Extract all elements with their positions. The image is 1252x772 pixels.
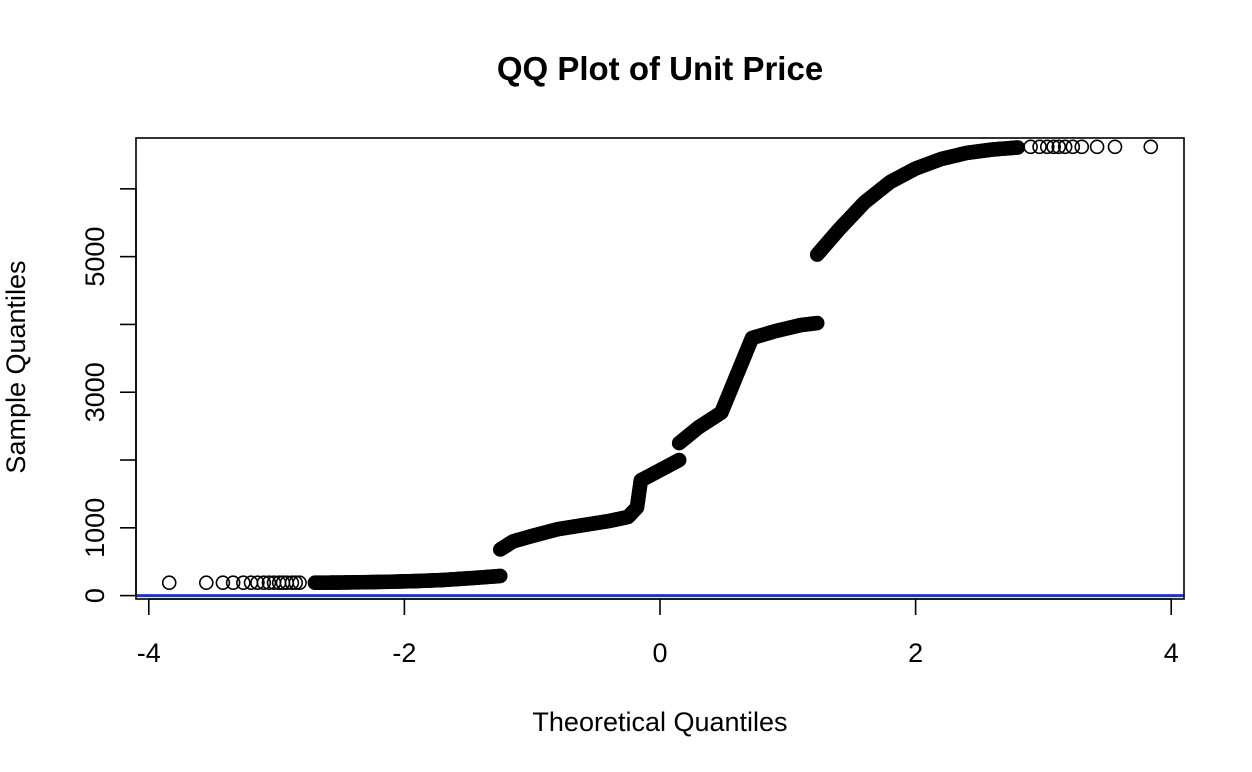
data-point [1074, 139, 1090, 155]
x-tick-label: -2 [392, 638, 416, 668]
x-tick-label: 4 [1164, 638, 1179, 668]
x-tick-label: 2 [908, 638, 923, 668]
data-point [1089, 139, 1105, 155]
data-point [215, 575, 231, 591]
data-point [1143, 139, 1159, 155]
x-axis-title: Theoretical Quantiles [532, 707, 787, 737]
data-point [1057, 139, 1073, 155]
x-axis: -4 -2 0 2 4 [137, 598, 1179, 668]
data-point [1051, 139, 1067, 155]
y-axis-title: Sample Quantiles [1, 260, 31, 473]
data-point [225, 575, 241, 591]
y-tick-label: 1000 [80, 498, 110, 558]
y-tick-label: 0 [80, 588, 110, 603]
data-point [284, 575, 300, 591]
plot-frame [135, 137, 1185, 600]
data-point [808, 315, 824, 331]
x-tick-label: -4 [137, 638, 161, 668]
data-point [1065, 139, 1081, 155]
data-point [236, 575, 251, 591]
data-point [1023, 139, 1038, 155]
data-point [670, 453, 686, 469]
data-point [161, 575, 177, 591]
data-point [288, 575, 304, 591]
data-point [261, 575, 277, 591]
points-layer [161, 139, 1159, 591]
data-point [1046, 139, 1061, 155]
data-point [1032, 139, 1047, 155]
y-tick-label: 5000 [80, 227, 110, 287]
data-point [292, 575, 307, 591]
x-tick-label: 0 [652, 638, 667, 668]
data-point [198, 575, 214, 591]
y-tick-label: 3000 [80, 362, 110, 422]
chart-title: QQ Plot of Unit Price [497, 50, 823, 87]
data-point [250, 575, 265, 591]
y-axis: 0 1000 3000 5000 [80, 188, 137, 603]
data-point [1009, 140, 1024, 155]
data-point [851, 201, 866, 217]
data-point [1107, 139, 1123, 155]
data-point [1039, 139, 1055, 155]
data-point [491, 568, 507, 584]
data-point [256, 575, 272, 591]
